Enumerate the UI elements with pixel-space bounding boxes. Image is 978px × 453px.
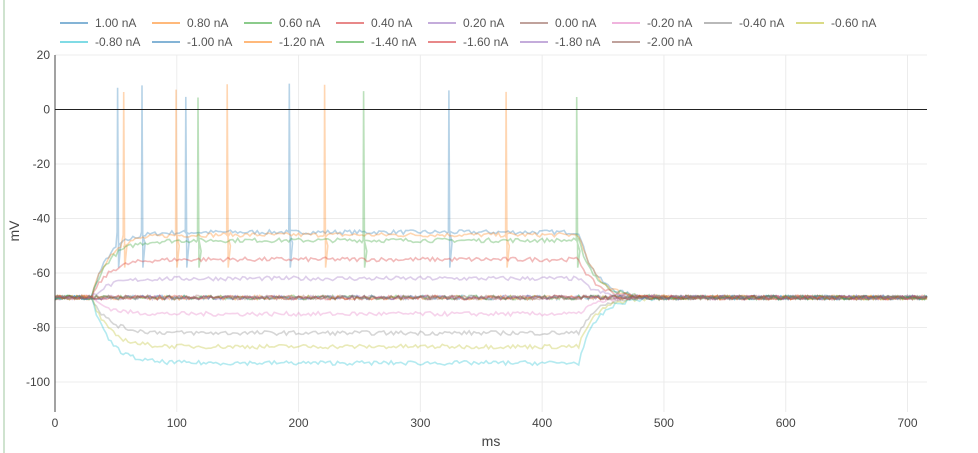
- series-trace-9: [54, 293, 928, 367]
- legend-label: -1.80 nA: [555, 35, 600, 49]
- legend-item[interactable]: -2.00 nA: [612, 35, 692, 49]
- series-traces: [54, 83, 928, 367]
- legend-label: 0.80 nA: [187, 16, 228, 30]
- legend-label: -1.60 nA: [463, 35, 508, 49]
- legend-item[interactable]: -1.60 nA: [428, 35, 508, 49]
- series-trace-15: [54, 293, 928, 302]
- legend-item[interactable]: -1.00 nA: [152, 35, 232, 49]
- legend-item[interactable]: 0.20 nA: [428, 16, 504, 30]
- y-tick-label: -40: [33, 212, 51, 226]
- x-tick-label: 200: [289, 416, 309, 430]
- legend-label: -2.00 nA: [647, 35, 692, 49]
- series-trace-3: [54, 255, 927, 301]
- legend-item[interactable]: -0.80 nA: [60, 35, 140, 49]
- x-tick-label: 500: [654, 416, 674, 430]
- legend-label: -0.40 nA: [739, 16, 784, 30]
- x-tick-label: 300: [410, 416, 430, 430]
- legend-label: 1.00 nA: [95, 16, 136, 30]
- series-trace-6: [54, 294, 928, 318]
- series-trace-14: [54, 294, 928, 302]
- legend-label: 0.60 nA: [279, 16, 320, 30]
- series-trace-2: [54, 91, 928, 302]
- y-tick-label: -60: [33, 266, 51, 280]
- series-trace-1: [54, 84, 928, 302]
- axes: 0 100 200 300 400 500 600 700 -100 -80 -60 -40 -20 0 2…: [26, 48, 927, 430]
- x-tick-label: 0: [52, 416, 59, 430]
- legend-item[interactable]: -0.60 nA: [796, 16, 876, 30]
- x-tick-label: 600: [776, 416, 796, 430]
- legend-item[interactable]: -1.80 nA: [520, 35, 600, 49]
- legend-label: -0.20 nA: [647, 16, 692, 30]
- legend-label: -1.00 nA: [187, 35, 232, 49]
- legend-item[interactable]: -0.20 nA: [612, 16, 692, 30]
- x-tick-label: 700: [897, 416, 917, 430]
- legend-label: -0.60 nA: [831, 16, 876, 30]
- legend-item[interactable]: 0.60 nA: [244, 16, 320, 30]
- legend-item[interactable]: -0.40 nA: [704, 16, 784, 30]
- y-tick-label: -20: [33, 157, 51, 171]
- legend-label: -0.80 nA: [95, 35, 140, 49]
- legend-label: -1.40 nA: [371, 35, 416, 49]
- legend-item[interactable]: 0.80 nA: [152, 16, 228, 30]
- x-axis-title: ms: [482, 433, 501, 449]
- y-axis-title: mV: [6, 220, 22, 242]
- series-trace-0: [54, 83, 928, 301]
- series-trace-12: [54, 293, 928, 302]
- series-trace-11: [54, 293, 928, 302]
- legend-item[interactable]: 0.00 nA: [520, 16, 596, 30]
- legend-label: 0.00 nA: [555, 16, 596, 30]
- series-trace-7: [54, 294, 928, 337]
- legend[interactable]: 1.00 nA 0.80 nA 0.60 nA 0.40 nA 0.20 nA 0.00 …: [60, 16, 876, 49]
- series-trace-5: [54, 294, 928, 302]
- y-tick-label: 0: [43, 103, 50, 117]
- legend-item[interactable]: -1.20 nA: [244, 35, 324, 49]
- series-trace-4: [54, 275, 928, 302]
- x-tick-label: 400: [532, 416, 552, 430]
- legend-item[interactable]: -1.40 nA: [336, 35, 416, 49]
- legend-label: 0.40 nA: [371, 16, 412, 30]
- series-trace-8: [54, 293, 928, 351]
- legend-item[interactable]: 0.40 nA: [336, 16, 412, 30]
- y-tick-label: 20: [37, 48, 51, 62]
- legend-label: 0.20 nA: [463, 16, 504, 30]
- y-tick-label: -80: [33, 321, 51, 335]
- x-tick-label: 100: [167, 416, 187, 430]
- legend-item[interactable]: 1.00 nA: [60, 16, 136, 30]
- y-tick-label: -100: [26, 375, 50, 389]
- legend-label: -1.20 nA: [279, 35, 324, 49]
- grid-lines: [54, 54, 927, 412]
- series-trace-10: [54, 294, 928, 302]
- series-trace-13: [54, 293, 928, 301]
